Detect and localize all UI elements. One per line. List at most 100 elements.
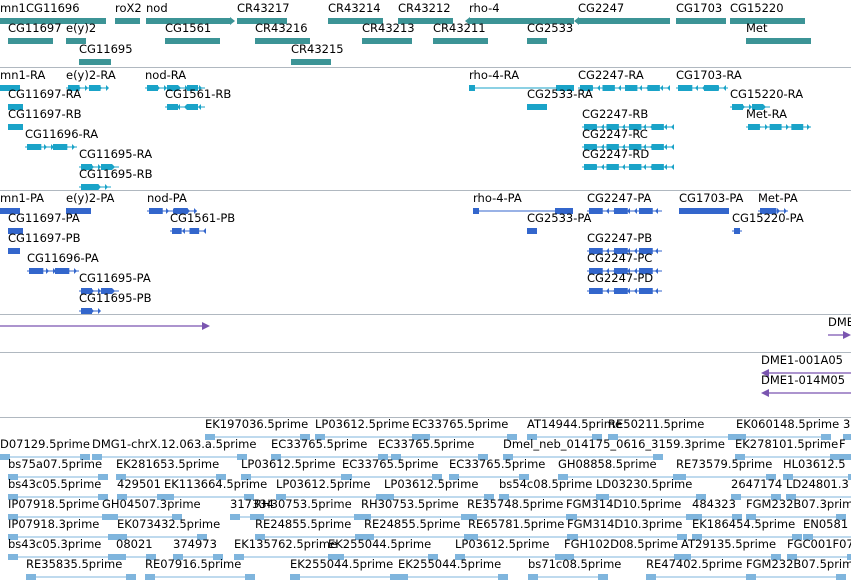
feature-label: CG11695-RA	[79, 147, 153, 161]
feature-label: DME1	[828, 315, 851, 329]
feature-label: EK278101.5prime	[735, 437, 839, 451]
feature-glyph	[116, 474, 226, 480]
feature-glyph	[291, 59, 331, 65]
feature-label: F	[839, 437, 846, 451]
feature-label: e(y)2	[66, 21, 97, 35]
feature-glyph	[587, 248, 662, 254]
feature-label: e(y)2-PA	[66, 191, 115, 205]
feature-label: FGM314D10.3prime	[567, 517, 683, 531]
feature-glyph	[165, 38, 220, 44]
feature-label: CG11697-RB	[8, 107, 82, 121]
gene-track: mn1 CG11696 roX2 nod CR43217 CR43214 CR43212 rh…	[0, 0, 851, 67]
feature-label: IP07918.5prime	[8, 497, 100, 511]
feature-label: bs54c08.5prime	[499, 477, 593, 491]
feature-glyph	[473, 208, 573, 214]
feature-glyph	[79, 184, 111, 190]
feature-glyph	[8, 228, 23, 234]
feature-label: CG11696-PA	[27, 251, 99, 265]
feature-label: DME1-001A05	[761, 353, 843, 367]
feature-glyph	[587, 268, 662, 274]
feature-label: CR43211	[433, 21, 486, 35]
feature-label: EK255044.5prime	[328, 537, 432, 551]
feature-glyph	[746, 124, 811, 130]
feature-label: GH08858.5prime	[558, 457, 657, 471]
feature-label: CR43213	[362, 21, 415, 35]
feature-glyph	[276, 494, 386, 500]
feature-glyph	[735, 454, 840, 460]
feature-glyph	[587, 208, 662, 214]
feature-label: CG2247-RD	[582, 147, 650, 161]
feature-glyph	[455, 554, 565, 560]
feature-glyph	[731, 494, 781, 500]
feature-glyph	[328, 18, 383, 24]
feature-label: RE35835.5prime	[26, 557, 123, 571]
feature-label: EC33765.5prime	[271, 437, 368, 451]
feature-label: EK186454.5prime	[692, 517, 796, 531]
feature-label: D07129.5prime	[0, 437, 90, 451]
feature-label: 484323	[692, 497, 736, 511]
feature-glyph	[736, 434, 831, 440]
feature-glyph	[828, 331, 851, 339]
feature-label: Met-PA	[758, 191, 798, 205]
feature-label: EK255044.5prime	[290, 557, 394, 571]
feature-label: RE07916.5prime	[145, 557, 242, 571]
feature-glyph	[79, 288, 119, 294]
feature-label: nod	[146, 1, 168, 15]
feature-glyph	[528, 574, 608, 580]
feature-glyph	[170, 228, 206, 234]
feature-glyph	[66, 85, 109, 91]
feature-glyph	[746, 574, 846, 580]
feature-label: CG11696	[26, 1, 80, 15]
feature-label: CG11697-PB	[8, 231, 81, 245]
feature-glyph	[761, 389, 851, 397]
feature-label: EK135762.5prime	[234, 537, 338, 551]
feature-label: LP03612.5prime	[241, 457, 336, 471]
feature-label: HL03612.5	[783, 457, 846, 471]
feature-glyph	[26, 18, 106, 24]
feature-glyph	[567, 534, 687, 540]
feature-label: CG2247-RB	[582, 107, 649, 121]
feature-glyph	[79, 164, 119, 170]
feature-glyph	[0, 208, 20, 214]
feature-glyph	[79, 308, 101, 314]
feature-glyph	[692, 534, 802, 540]
feature-glyph	[730, 18, 805, 24]
feature-label: EK060148.5prime	[736, 418, 840, 431]
feature-label: LP03612.5prime	[384, 477, 479, 491]
feature-glyph	[527, 434, 602, 440]
feature-glyph	[527, 104, 547, 110]
feature-label: RE24855.5prime	[364, 517, 461, 531]
feature-glyph	[362, 38, 412, 44]
feature-glyph	[676, 18, 726, 24]
track-divider	[0, 352, 851, 353]
feature-label: Met	[746, 21, 768, 35]
feature-glyph	[582, 144, 674, 150]
feature-label: GH04507.3prime	[102, 497, 201, 511]
feature-glyph	[237, 18, 287, 24]
feature-glyph	[692, 514, 742, 520]
feature-label: RH30753.5prime	[361, 497, 459, 511]
feature-label: CG2247	[578, 1, 625, 15]
feature-glyph	[147, 208, 197, 214]
feature-label: mn1	[0, 1, 26, 15]
feature-glyph	[79, 59, 111, 65]
feature-glyph	[255, 534, 365, 540]
feature-label: RE73579.5prime	[676, 457, 773, 471]
feature-label: Dmel_neb_014175_0616_3159.3prime	[503, 437, 725, 451]
feature-glyph	[0, 322, 210, 330]
feature-glyph	[8, 38, 53, 44]
feature-label: RE50211.5prime	[608, 418, 705, 431]
feature-label: AT29135.5prime	[681, 537, 777, 551]
feature-glyph	[25, 144, 77, 150]
feature-glyph	[102, 514, 182, 520]
feature-glyph	[527, 228, 537, 234]
feature-glyph	[527, 38, 547, 44]
clone-track: DME1-001A05 DME1-014M05	[0, 353, 851, 417]
feature-label: CG2247-PA	[587, 191, 652, 205]
feature-label: bs75a07.5prime	[8, 457, 103, 471]
feature-glyph	[115, 18, 140, 24]
feature-label: RE24855.5prime	[255, 517, 352, 531]
feature-glyph	[465, 17, 574, 25]
feature-glyph	[608, 434, 738, 440]
